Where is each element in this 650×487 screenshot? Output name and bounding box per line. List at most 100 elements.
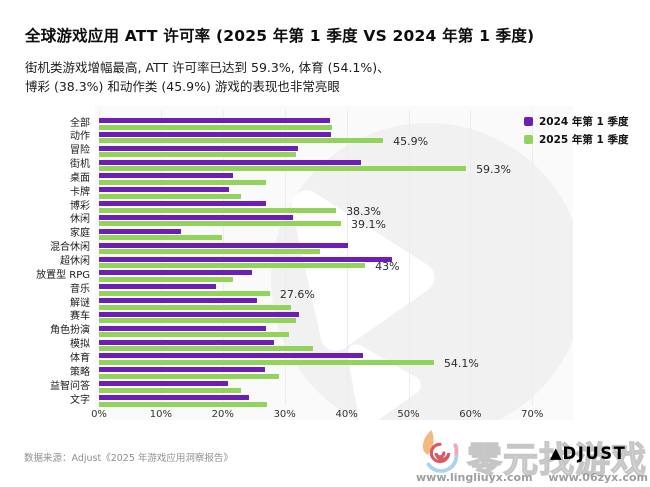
subtitle-line-1: 街机类游戏增幅最高, ATT 许可率已达到 59.3%, 体育 (54.1%)、 [25, 60, 390, 75]
bar-2024-row-6 [99, 201, 266, 207]
x-axis-tick: 60% [459, 409, 482, 420]
category-label: 街机 [70, 159, 90, 171]
category-label: 休闲 [70, 214, 90, 226]
category-label: 桌面 [70, 172, 90, 184]
x-axis-tick: 40% [335, 409, 358, 420]
bar-2025-row-4 [99, 179, 267, 185]
bar-2024-row-3 [99, 159, 362, 165]
bar-2025-row-14 [99, 318, 296, 324]
bar-2025-row-10 [99, 263, 366, 268]
category-label: 体育 [70, 352, 90, 364]
category-label: 动作 [70, 131, 90, 143]
swirl-logo-icon [422, 429, 459, 473]
bar-2024-row-20 [99, 395, 250, 400]
category-label: 卡牌 [70, 186, 90, 198]
bar-2025-row-20 [99, 401, 268, 407]
adjust-wordmark: DJUST [562, 444, 627, 463]
bar-2024-row-1 [99, 131, 331, 137]
legend-label-2025: 2025 年第 1 季度 [539, 133, 629, 146]
bar-2024-row-14 [99, 311, 299, 317]
legend-item-2024-q1: 2024 年第 1 季度 [524, 112, 629, 130]
bar-2024-row-5 [99, 187, 229, 193]
page-title: 全球游戏应用 ATT 许可率 (2025 年第 1 季度 VS 2024 年第 … [25, 27, 535, 45]
bar-2024-row-4 [99, 173, 234, 179]
bar-2024-row-7 [99, 214, 293, 220]
bar-2025-row-3 [99, 166, 467, 172]
category-label: 文字 [70, 394, 90, 406]
category-label: 赛车 [70, 311, 90, 323]
value-label: 45.9% [393, 135, 429, 149]
bar-2024-row-13 [99, 298, 258, 304]
bar-2024-row-11 [99, 270, 252, 276]
x-axis-tick: 0% [91, 409, 107, 420]
category-label: 博彩 [70, 200, 90, 212]
bar-2024-row-19 [99, 381, 229, 387]
category-label: 策略 [70, 366, 90, 378]
site-watermark: 零元找游戏 ▲ DJUST www.lingliuyx.com www.06zy… [414, 427, 650, 487]
category-label: 全部 [70, 117, 90, 129]
bar-2024-row-0 [99, 118, 330, 123]
adjust-triangle-icon: ▲ [550, 444, 562, 462]
value-label: 27.6% [279, 287, 315, 301]
category-label: 模拟 [70, 339, 90, 351]
category-label: 超休闲 [60, 256, 90, 267]
category-label: 益智问答 [50, 380, 90, 392]
value-label: 59.3% [476, 163, 512, 177]
x-axis-tick: 30% [273, 409, 296, 420]
bar-2024-row-18 [99, 367, 265, 373]
gridline [408, 110, 410, 406]
bar-2025-row-12 [99, 290, 270, 296]
bar-2025-row-17 [99, 359, 434, 365]
gridline [532, 110, 534, 406]
legend-swatch-2024-icon [524, 116, 533, 126]
bar-2024-row-10 [99, 256, 393, 262]
category-label: 混合休闲 [50, 242, 90, 254]
legend-swatch-2025-icon [524, 134, 533, 144]
bar-2025-row-13 [99, 304, 291, 310]
watermark-site-name: 零元找游戏 [466, 440, 648, 481]
bar-2025-row-0 [99, 124, 333, 130]
bar-2025-row-6 [99, 207, 337, 213]
x-axis-tick: 20% [211, 409, 234, 420]
legend-label-2024: 2024 年第 1 季度 [539, 115, 629, 128]
category-label: 家庭 [70, 228, 90, 240]
bar-2025-row-8 [99, 235, 223, 241]
watermark-urls: www.lingliuyx.com www.06zyx.com [416, 471, 648, 484]
gridline [470, 110, 472, 406]
source-note: 数据来源：Adjust《2025 年游戏应用洞察报告》 [24, 453, 233, 464]
category-label: 放置型 RPG [36, 269, 90, 281]
bar-2025-row-11 [99, 276, 233, 282]
legend: 2024 年第 1 季度 2025 年第 1 季度 [524, 112, 629, 148]
category-label: 解谜 [70, 297, 90, 309]
x-axis-tick: 50% [397, 409, 420, 420]
bar-2025-row-2 [99, 152, 296, 158]
bar-2025-row-1 [99, 138, 384, 144]
value-label: 54.1% [443, 356, 479, 370]
watermark-url-2: www.06zyx.com [548, 471, 648, 484]
bar-2025-row-16 [99, 346, 313, 352]
value-label: 43% [375, 260, 400, 273]
bar-2024-row-8 [99, 228, 182, 234]
value-label: 38.3% [346, 204, 382, 218]
subtitle-line-2: 博彩 (38.3%) 和动作类 (45.9%) 游戏的表现也非常亮眼 [25, 79, 340, 95]
bar-2024-row-17 [99, 353, 364, 359]
bar-2024-row-16 [99, 339, 275, 345]
watermark-url-1: www.lingliuyx.com [416, 471, 533, 484]
x-axis-tick: 70% [521, 409, 544, 420]
value-label: 39.1% [351, 218, 386, 232]
bar-2025-row-7 [99, 221, 342, 227]
adjust-logo: ▲ DJUST [550, 444, 626, 463]
bar-2024-row-9 [99, 242, 348, 248]
x-axis-tick: 10% [149, 409, 172, 420]
bar-2024-row-2 [99, 145, 299, 151]
adjust-circle-watermark-icon [271, 123, 573, 420]
bar-2025-row-15 [99, 332, 290, 338]
bar-2025-row-5 [99, 193, 241, 199]
bar-2025-row-9 [99, 249, 320, 255]
bar-2025-row-19 [99, 387, 241, 393]
chart-subtitle: 街机类游戏增幅最高, ATT 许可率已达到 59.3%, 体育 (54.1%)、… [25, 58, 505, 97]
bar-2024-row-12 [99, 284, 216, 290]
bar-2024-row-15 [99, 325, 267, 331]
category-label: 冒险 [70, 145, 90, 157]
